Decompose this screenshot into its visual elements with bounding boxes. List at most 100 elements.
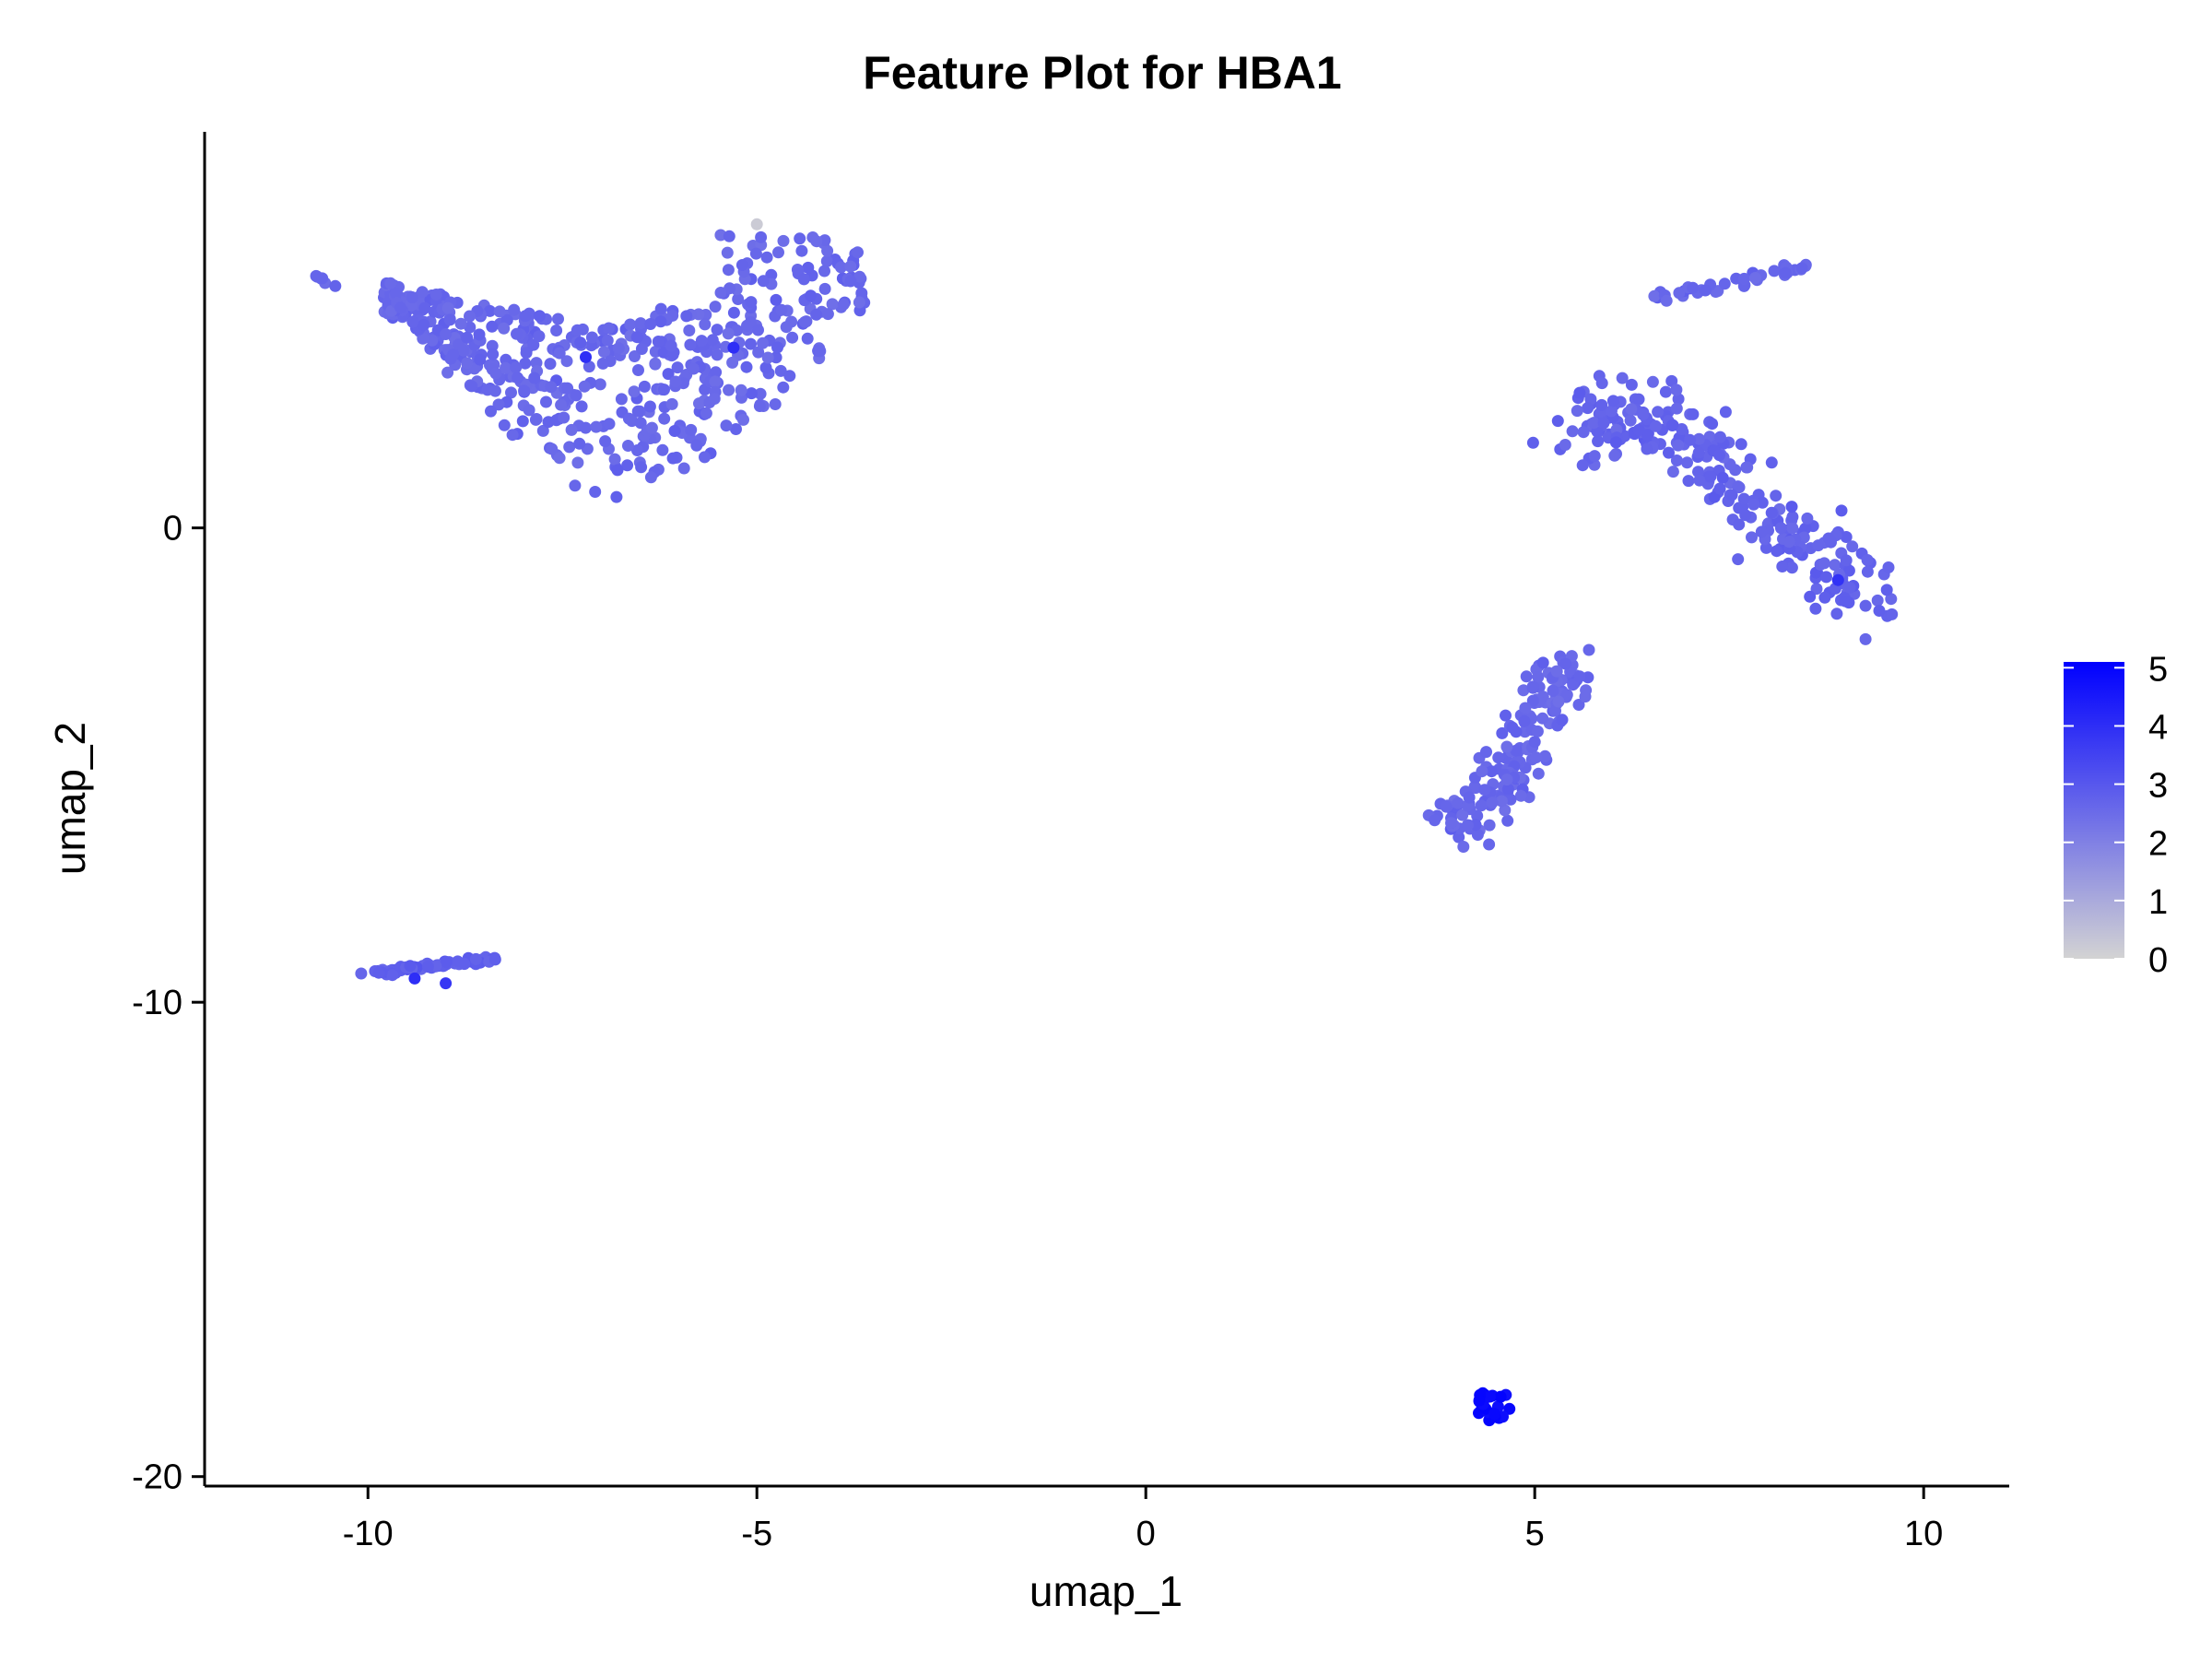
cell-point — [545, 381, 558, 394]
cell-point — [571, 456, 584, 469]
cell-point — [1510, 744, 1523, 757]
cell-point — [1625, 403, 1638, 416]
cell-point — [612, 342, 625, 355]
cell-point — [1687, 407, 1700, 420]
cell-point — [1822, 532, 1835, 545]
cell-point — [578, 380, 591, 393]
points-layer — [310, 218, 1899, 1427]
cell-point — [575, 400, 588, 413]
cell-point — [1556, 714, 1569, 726]
cell-point — [709, 301, 722, 313]
colorbar-tick-label: 3 — [2148, 767, 2168, 806]
cell-point — [1485, 765, 1498, 778]
cell-point — [745, 337, 757, 350]
cell-point — [1708, 490, 1721, 503]
cell-point — [546, 443, 559, 455]
cell-point — [458, 958, 471, 971]
cell-point — [723, 384, 735, 396]
cell-point — [1567, 679, 1580, 691]
cell-point — [473, 328, 486, 341]
cell-point — [1571, 405, 1583, 418]
colorbar-tick-label: 2 — [2148, 825, 2168, 864]
cell-point — [544, 358, 557, 371]
cell-point — [628, 385, 641, 398]
cell-point — [683, 325, 696, 336]
cell-point — [1457, 841, 1470, 853]
cell-point — [511, 327, 523, 340]
cell-point — [1770, 490, 1783, 502]
cell-point — [1549, 704, 1561, 717]
cell-point — [1737, 272, 1750, 285]
cell-point — [461, 331, 474, 344]
cell-point — [730, 423, 742, 435]
cell-point — [721, 246, 734, 259]
cell-point — [582, 360, 595, 373]
cell-point — [820, 254, 833, 267]
cell-point — [418, 318, 430, 331]
cell-point — [1682, 475, 1695, 488]
cell-point — [1560, 689, 1573, 702]
cell-point — [1526, 694, 1539, 707]
cell-point — [1559, 657, 1571, 670]
cell-point — [1475, 799, 1488, 812]
cell-point — [492, 398, 505, 411]
cell-point — [1500, 709, 1512, 722]
cell-point — [1572, 699, 1585, 711]
cell-point — [569, 479, 582, 492]
cell-point — [1494, 1390, 1507, 1403]
cell-point — [802, 261, 815, 274]
cell-point — [1666, 466, 1679, 478]
cell-point — [669, 375, 682, 388]
cell-point — [485, 405, 497, 418]
cell-point — [533, 330, 546, 343]
cell-point — [1747, 498, 1760, 511]
cell-point — [441, 956, 453, 969]
cell-point — [512, 372, 524, 384]
cell-point — [516, 415, 529, 428]
cell-point — [1616, 372, 1629, 384]
cell-point — [690, 439, 703, 452]
cell-point — [510, 361, 523, 374]
cell-point — [550, 325, 563, 336]
cell-point — [597, 346, 610, 359]
cell-point — [1559, 439, 1571, 451]
cell-point — [493, 305, 506, 318]
cell-point — [1681, 456, 1693, 469]
cell-point — [630, 331, 643, 344]
cell-point — [1592, 435, 1605, 448]
cell-point — [417, 332, 429, 345]
cell-point — [780, 321, 793, 334]
cell-point — [1732, 553, 1745, 566]
cell-point — [1670, 384, 1683, 396]
cell-point — [752, 346, 765, 359]
cell-point — [805, 289, 818, 302]
cell-point — [1582, 402, 1594, 415]
cell-point — [1538, 749, 1551, 762]
cell-point — [404, 960, 417, 973]
cell-point — [665, 397, 678, 410]
cell-point — [818, 265, 830, 277]
cell-point — [853, 270, 866, 283]
cell-point — [1526, 680, 1539, 693]
cell-point — [654, 302, 667, 315]
cell-point — [761, 351, 774, 364]
cell-point — [1774, 522, 1787, 535]
cell-point — [757, 336, 769, 349]
cell-point — [1859, 632, 1872, 645]
cell-point — [688, 362, 700, 375]
cell-point — [390, 287, 403, 300]
cell-point — [797, 273, 810, 286]
cell-point — [1716, 471, 1729, 484]
cell-point — [777, 381, 790, 394]
cell-point — [1861, 554, 1874, 566]
cell-point — [1637, 408, 1650, 421]
cell-point — [723, 230, 735, 242]
cell-point — [1737, 492, 1750, 505]
cell-point — [570, 389, 582, 402]
cell-point — [794, 232, 806, 245]
cell-point — [771, 341, 783, 354]
cell-point — [500, 361, 512, 374]
cell-point — [1588, 450, 1601, 463]
cell-point — [574, 336, 587, 349]
cell-point — [708, 393, 721, 405]
